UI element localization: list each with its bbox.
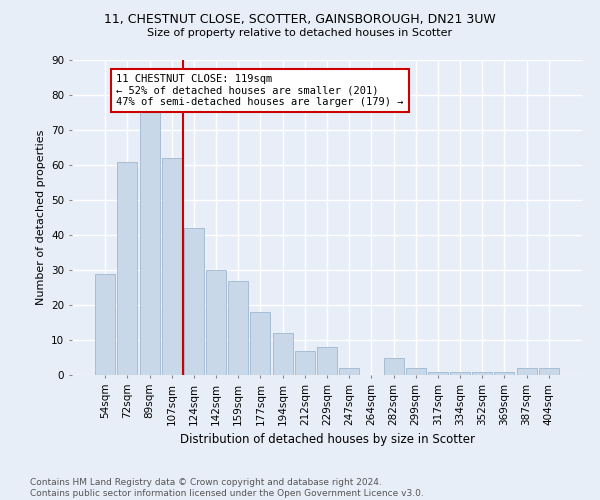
Bar xyxy=(250,312,271,375)
Bar xyxy=(295,350,315,375)
Text: 11 CHESTNUT CLOSE: 119sqm
← 52% of detached houses are smaller (201)
47% of semi: 11 CHESTNUT CLOSE: 119sqm ← 52% of detac… xyxy=(116,74,404,107)
Bar xyxy=(317,347,337,375)
Bar xyxy=(339,368,359,375)
Text: 11, CHESTNUT CLOSE, SCOTTER, GAINSBOROUGH, DN21 3UW: 11, CHESTNUT CLOSE, SCOTTER, GAINSBOROUG… xyxy=(104,12,496,26)
Y-axis label: Number of detached properties: Number of detached properties xyxy=(35,130,46,305)
Bar xyxy=(517,368,536,375)
Bar xyxy=(428,372,448,375)
Bar xyxy=(472,372,492,375)
Text: Contains HM Land Registry data © Crown copyright and database right 2024.
Contai: Contains HM Land Registry data © Crown c… xyxy=(30,478,424,498)
Bar xyxy=(539,368,559,375)
Bar xyxy=(118,162,137,375)
Bar xyxy=(406,368,426,375)
X-axis label: Distribution of detached houses by size in Scotter: Distribution of detached houses by size … xyxy=(179,433,475,446)
Bar xyxy=(494,372,514,375)
Bar xyxy=(450,372,470,375)
Text: Size of property relative to detached houses in Scotter: Size of property relative to detached ho… xyxy=(148,28,452,38)
Bar xyxy=(140,109,160,375)
Bar xyxy=(272,333,293,375)
Bar xyxy=(383,358,404,375)
Bar xyxy=(162,158,182,375)
Bar xyxy=(184,228,204,375)
Bar xyxy=(95,274,115,375)
Bar xyxy=(206,270,226,375)
Bar xyxy=(228,280,248,375)
